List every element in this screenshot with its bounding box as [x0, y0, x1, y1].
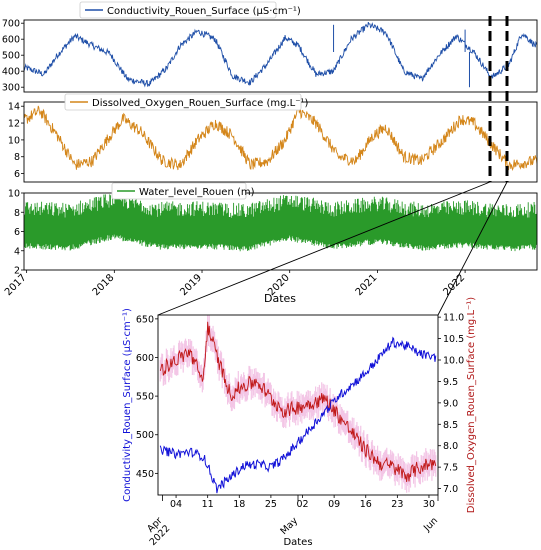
y2-tick-label: 7.5	[443, 463, 458, 474]
y-tick-label: 12	[8, 119, 20, 130]
legend-conductivity: Conductivity_Rouen_Surface (µS·cm⁻¹)	[79, 1, 301, 19]
series-water-level	[24, 193, 537, 252]
legend-oxygen-label: Dissolved_Oxygen_Rouen_Surface (mg.L⁻¹)	[92, 98, 309, 109]
x-tick-label: 2022	[441, 272, 467, 298]
x-axis-label-top: Dates	[264, 292, 296, 305]
y2-tick-label: 9.0	[443, 398, 458, 409]
zoom-y2-axis-label: Dissolved_Oxygen_Rouen_Surface (mg.L⁻¹)	[466, 297, 477, 514]
y-tick-label: 6	[14, 169, 20, 180]
x-tick-label: 02	[296, 499, 308, 510]
panel-water-level: 2 4 6 8 10 Water_level_Rouen (m) 2017 2018 201…	[3, 182, 538, 305]
zoom-y-axis-label: Conductivity_Rouen_Surface (µS·cm⁻¹)	[122, 308, 133, 502]
series-conductivity-zoom	[159, 336, 437, 494]
y-tick-label: 550	[136, 392, 154, 403]
y-tick-label: 10	[8, 189, 20, 200]
series-oxygen-band	[159, 315, 437, 493]
y-tick-label: 4	[14, 246, 20, 257]
y-tick-label: 300	[2, 83, 20, 94]
x-tick-label: 09	[328, 499, 340, 510]
panel-conductivity: 300 400 500 600 700 Conductivity_Rouen_Surfa…	[2, 1, 538, 94]
y2-tick-label: 10.5	[443, 334, 464, 345]
y-tick-label: 8	[14, 208, 20, 219]
y-tick-label: 2	[14, 266, 20, 277]
y-tick-label: 500	[2, 51, 20, 62]
y-tick-label: 700	[2, 19, 20, 30]
x-tick-label: 23	[391, 499, 403, 510]
y2-tick-label: 11.0	[443, 313, 464, 324]
legend-conductivity-label: Conductivity_Rouen_Surface (µS·cm⁻¹)	[107, 6, 301, 17]
y2-tick-label: 8.0	[443, 441, 458, 452]
x-tick-label: 2019	[178, 272, 204, 298]
x-axis-label-zoom: Dates	[283, 537, 312, 548]
x-tick-label: 2018	[91, 272, 117, 298]
panel-conductivity-frame	[23, 19, 538, 93]
series-line	[24, 105, 537, 172]
y-tick-label: 600	[136, 353, 154, 364]
series-line	[24, 21, 537, 88]
legend-water-level: Water_level_Rouen (m)	[111, 182, 255, 200]
series-oxygen-zoom	[159, 321, 437, 483]
y2-tick-label: 9.5	[443, 377, 458, 388]
y-tick-label: 10	[8, 135, 20, 146]
x-tick-label: 04	[170, 499, 182, 510]
legend-water-level-label: Water_level_Rouen (m)	[139, 187, 255, 198]
y2-tick-label: 8.5	[443, 420, 458, 431]
y-tick-label: 400	[2, 67, 20, 78]
x-tick-label: 11	[202, 499, 214, 510]
panel-oxygen: 6 8 10 12 14 Dissolved_Oxygen_Rouen_Surface …	[8, 93, 538, 183]
x-major-tick-label: Apr2022	[140, 515, 173, 548]
zoom-connector-right	[437, 181, 508, 316]
x-tick-label: 2017	[3, 272, 29, 298]
y2-tick-label: 7.0	[443, 484, 458, 495]
y-tick-label: 14	[8, 102, 20, 113]
y-tick-label: 650	[136, 314, 154, 325]
panel-zoom: 450 500 550 600 650 7.0 7.5 8.0 8.5 9.0 9.5 10.0 10…	[122, 297, 477, 548]
x-tick-label: 16	[360, 499, 372, 510]
legend-oxygen: Dissolved_Oxygen_Rouen_Surface (mg.L⁻¹)	[64, 93, 309, 111]
y-tick-label: 8	[14, 152, 20, 163]
x-major-tick-label: May	[278, 515, 300, 537]
y-tick-label: 6	[14, 227, 20, 238]
y-tick-label: 500	[136, 430, 154, 441]
y2-tick-label: 10.0	[443, 356, 464, 367]
x-tick-label: 25	[265, 499, 277, 510]
x-tick-label: 30	[423, 499, 435, 510]
y-tick-label: 450	[136, 469, 154, 480]
x-tick-label: 18	[233, 499, 245, 510]
x-major-tick-label: Jun	[421, 515, 440, 534]
zoom-connector-left	[157, 181, 491, 316]
x-tick-label: 2021	[354, 272, 380, 298]
y-tick-label: 600	[2, 35, 20, 46]
